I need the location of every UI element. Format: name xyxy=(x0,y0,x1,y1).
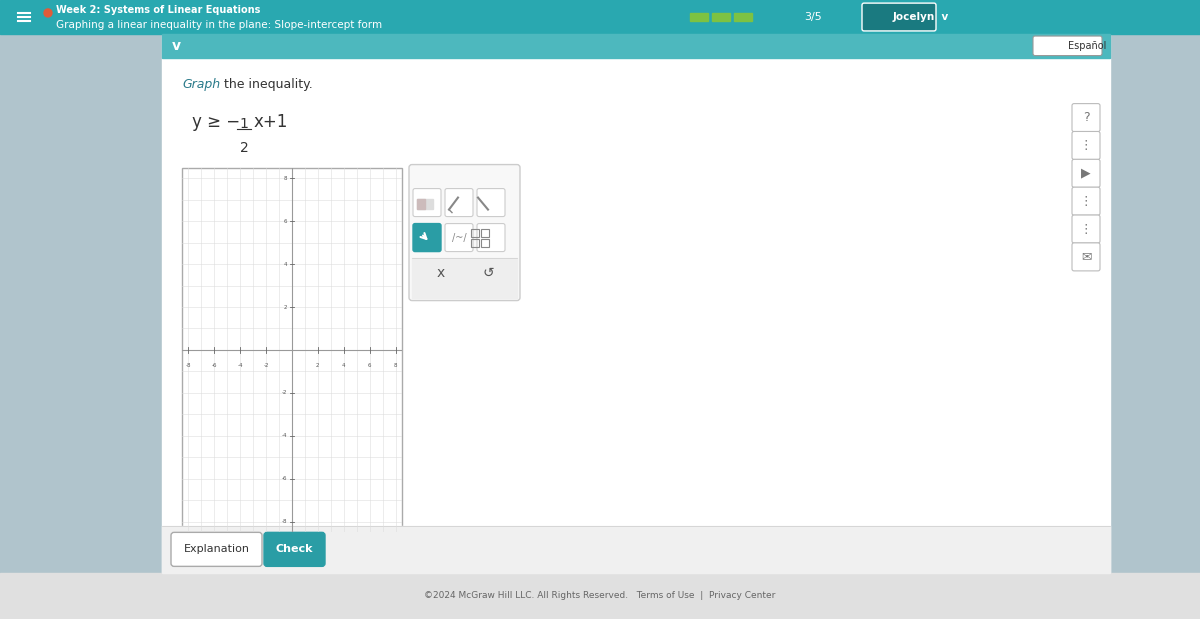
Text: Explanation: Explanation xyxy=(184,544,250,555)
Bar xyxy=(418,199,425,209)
FancyBboxPatch shape xyxy=(413,223,442,251)
Circle shape xyxy=(44,9,52,17)
Bar xyxy=(0,0,1200,34)
Text: Graphing a linear inequality in the plane: Slope-intercept form: Graphing a linear inequality in the plan… xyxy=(56,20,382,30)
FancyBboxPatch shape xyxy=(478,223,505,251)
Bar xyxy=(470,228,479,236)
FancyBboxPatch shape xyxy=(264,532,325,566)
Text: 4: 4 xyxy=(342,363,346,368)
Bar xyxy=(182,168,402,532)
Text: ⋮: ⋮ xyxy=(1080,222,1092,236)
Bar xyxy=(0,573,1200,619)
Text: Graph: Graph xyxy=(182,77,220,90)
Bar xyxy=(481,238,490,246)
Bar xyxy=(162,34,1110,58)
FancyBboxPatch shape xyxy=(862,3,936,31)
FancyBboxPatch shape xyxy=(1072,187,1100,215)
FancyBboxPatch shape xyxy=(413,189,442,217)
FancyBboxPatch shape xyxy=(172,532,262,566)
Text: ✉: ✉ xyxy=(1081,250,1091,264)
Text: 8: 8 xyxy=(394,363,397,368)
FancyBboxPatch shape xyxy=(1072,215,1100,243)
Text: /~/: /~/ xyxy=(451,233,467,243)
Text: ?: ? xyxy=(1082,111,1090,124)
Text: -2: -2 xyxy=(263,363,269,368)
Text: 3/5: 3/5 xyxy=(804,12,822,22)
Bar xyxy=(162,34,1110,576)
FancyBboxPatch shape xyxy=(1033,36,1102,56)
Text: 2: 2 xyxy=(283,305,287,310)
Text: -8: -8 xyxy=(281,519,287,524)
Bar xyxy=(734,13,752,21)
Text: 2: 2 xyxy=(316,363,319,368)
Text: Jocelyn  v: Jocelyn v xyxy=(893,12,949,22)
FancyBboxPatch shape xyxy=(1072,243,1100,271)
Text: Español: Español xyxy=(1068,41,1106,51)
Bar xyxy=(712,13,730,21)
FancyBboxPatch shape xyxy=(1072,159,1100,188)
Bar xyxy=(481,228,490,236)
Text: ⋮: ⋮ xyxy=(1080,139,1092,152)
Text: -4: -4 xyxy=(238,363,242,368)
Text: Week 2: Systems of Linear Equations: Week 2: Systems of Linear Equations xyxy=(56,5,260,15)
Text: 4: 4 xyxy=(283,262,287,267)
Text: x+1: x+1 xyxy=(254,113,288,131)
Text: 1: 1 xyxy=(240,116,248,131)
FancyBboxPatch shape xyxy=(1072,131,1100,160)
Text: ©2024 McGraw Hill LLC. All Rights Reserved.   Terms of Use  |  Privacy Center: ©2024 McGraw Hill LLC. All Rights Reserv… xyxy=(425,591,775,600)
Text: ⋮: ⋮ xyxy=(1080,194,1092,208)
Text: x: x xyxy=(437,266,444,280)
Text: -4: -4 xyxy=(281,433,287,438)
Bar xyxy=(412,258,517,298)
FancyBboxPatch shape xyxy=(409,165,520,301)
Text: 6: 6 xyxy=(368,363,371,368)
Bar xyxy=(778,13,796,21)
Text: 8: 8 xyxy=(283,176,287,181)
Text: -2: -2 xyxy=(281,391,287,396)
Bar xyxy=(470,238,479,246)
Text: -8: -8 xyxy=(186,363,191,368)
Bar xyxy=(690,13,708,21)
Bar xyxy=(162,526,1110,573)
Text: ▶: ▶ xyxy=(1081,167,1091,180)
Text: y ≥ −: y ≥ − xyxy=(192,113,240,131)
Text: the inequality.: the inequality. xyxy=(220,77,313,90)
FancyBboxPatch shape xyxy=(445,223,473,251)
Bar xyxy=(756,13,774,21)
FancyBboxPatch shape xyxy=(478,189,505,217)
Text: 2: 2 xyxy=(240,141,248,155)
Text: 6: 6 xyxy=(283,219,287,223)
Text: Check: Check xyxy=(275,544,313,555)
Text: ↺: ↺ xyxy=(482,266,494,280)
FancyBboxPatch shape xyxy=(1072,103,1100,132)
Text: v: v xyxy=(172,39,181,53)
FancyBboxPatch shape xyxy=(445,189,473,217)
Text: -6: -6 xyxy=(281,476,287,481)
Text: -6: -6 xyxy=(211,363,217,368)
Bar xyxy=(418,199,433,209)
